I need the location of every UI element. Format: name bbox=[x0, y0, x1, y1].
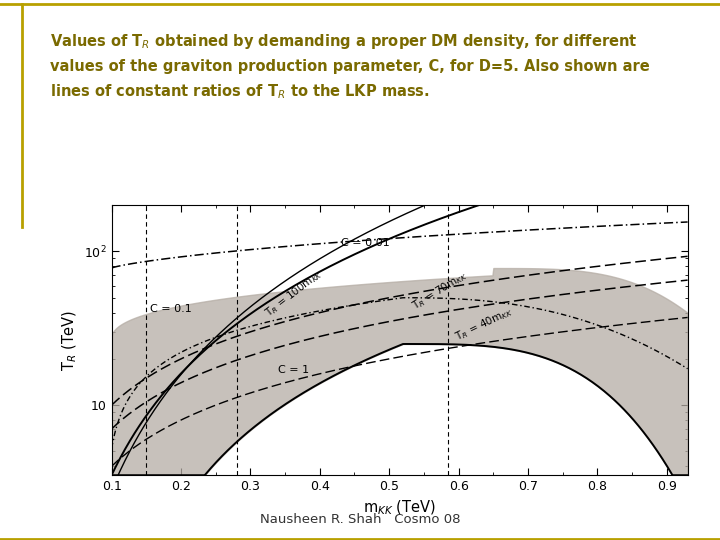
Text: Values of T$_R$ obtained by demanding a proper DM density, for different
values : Values of T$_R$ obtained by demanding a … bbox=[50, 32, 650, 100]
Text: T$_R$ = 100m$_{KK}$: T$_R$ = 100m$_{KK}$ bbox=[263, 266, 325, 320]
Text: T$_R$ = 40m$_{KK}$: T$_R$ = 40m$_{KK}$ bbox=[453, 304, 515, 344]
Text: C = 1: C = 1 bbox=[278, 364, 310, 375]
Text: T$_R$ = 70m$_{KK}$: T$_R$ = 70m$_{KK}$ bbox=[410, 268, 470, 313]
X-axis label: m$_{KK}$ (TeV): m$_{KK}$ (TeV) bbox=[363, 498, 436, 517]
Text: Nausheen R. Shah   Cosmo 08: Nausheen R. Shah Cosmo 08 bbox=[260, 513, 460, 526]
Text: C = 0.1: C = 0.1 bbox=[150, 305, 192, 314]
Y-axis label: T$_R$ (TeV): T$_R$ (TeV) bbox=[60, 309, 78, 371]
Text: C = 0.01: C = 0.01 bbox=[341, 238, 390, 248]
